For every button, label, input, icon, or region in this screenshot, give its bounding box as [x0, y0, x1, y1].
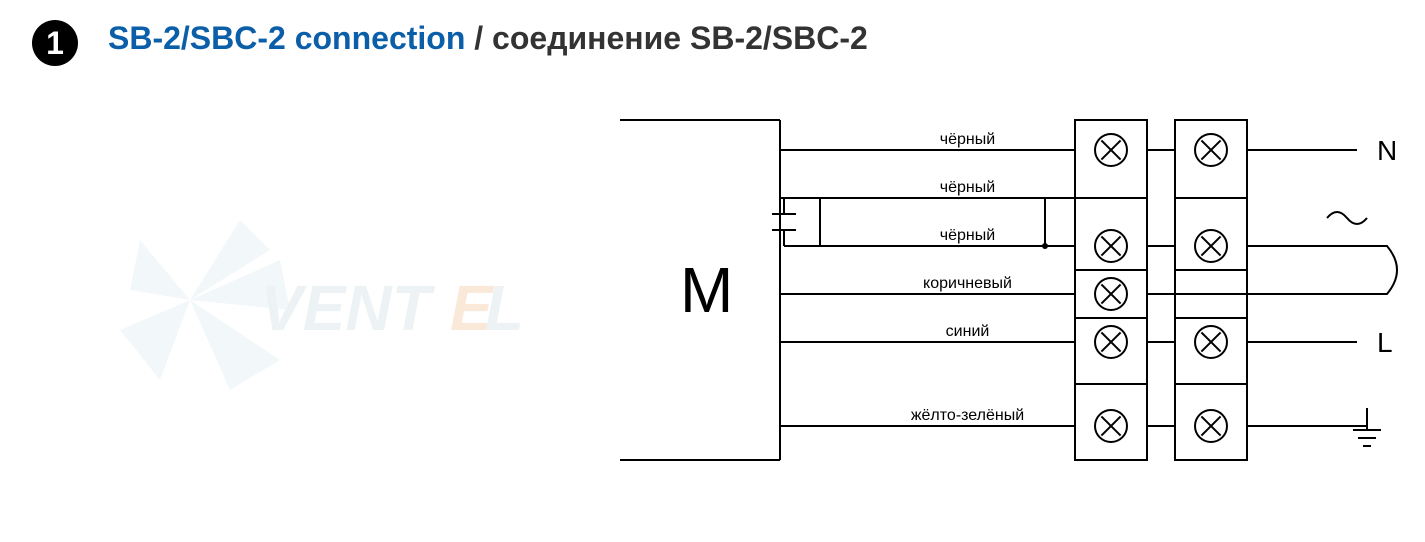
- svg-text:синий: синий: [946, 323, 990, 340]
- svg-text:M: M: [680, 254, 733, 326]
- svg-text:жёлто-зелёный: жёлто-зелёный: [911, 407, 1024, 424]
- svg-text:L: L: [1377, 327, 1393, 358]
- page: 1 SB-2/SBC-2 connection / соединение SB-…: [0, 0, 1425, 542]
- svg-text:N: N: [1377, 135, 1397, 166]
- svg-text:чёрный: чёрный: [940, 227, 995, 244]
- svg-text:чёрный: чёрный: [940, 131, 995, 148]
- svg-text:чёрный: чёрный: [940, 179, 995, 196]
- wiring-diagram: Mчёрный чёрный чёрный коричневый синий жёлто-…: [0, 0, 1425, 542]
- svg-text:коричневый: коричневый: [923, 275, 1012, 292]
